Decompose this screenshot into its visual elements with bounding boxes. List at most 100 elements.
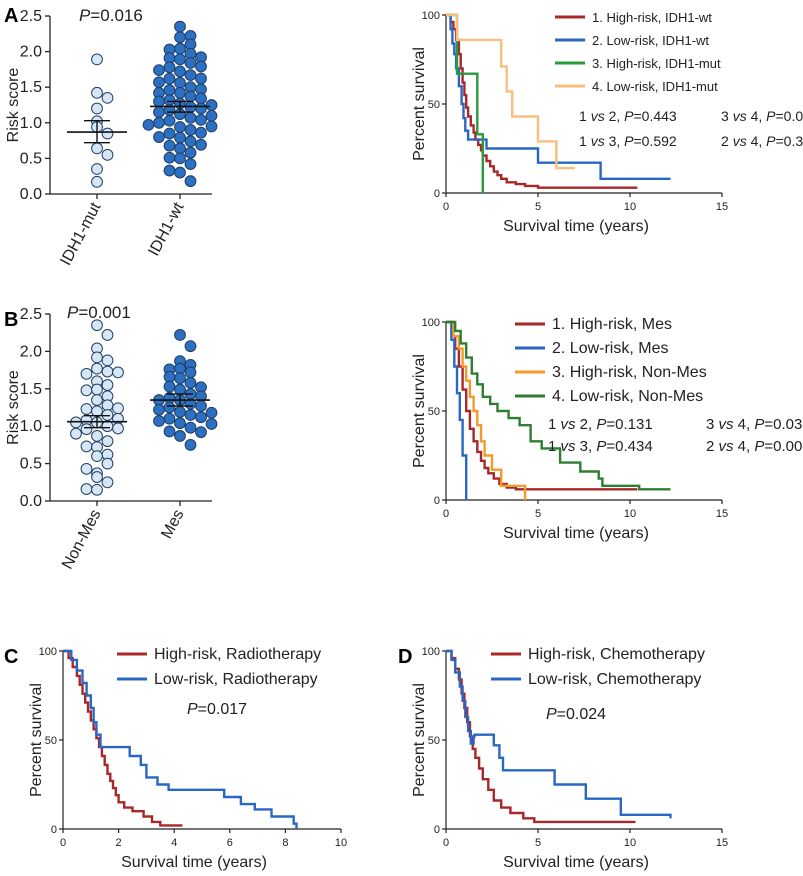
y-tick-label: 2.0 <box>20 44 42 61</box>
survival-curve-2 <box>446 320 468 500</box>
pairwise-p-value-part: vs <box>719 416 735 433</box>
data-point <box>153 106 165 119</box>
data-point <box>101 354 114 367</box>
y-axis-label: Percent survival <box>411 47 428 161</box>
data-point <box>174 362 186 375</box>
pairwise-p-value-part: P <box>754 438 764 455</box>
data-point <box>184 376 197 389</box>
x-tick-label: 0 <box>443 837 449 849</box>
data-point <box>153 64 165 77</box>
pairwise-p-value: 2 vs 4, P=0.004 <box>706 438 803 455</box>
data-point <box>163 127 176 140</box>
legend-entry: 1. High-risk, Mes <box>552 316 672 333</box>
pairwise-p-value-part: 3, <box>576 438 597 455</box>
data-point <box>153 403 165 416</box>
x-axis-label: Survival time (years) <box>503 854 649 871</box>
data-point <box>101 329 114 341</box>
data-point <box>184 57 197 69</box>
data-point <box>101 148 114 161</box>
data-point <box>163 114 176 127</box>
data-point <box>174 430 186 442</box>
pairwise-p-value: 1 vs 3, P=0.592 <box>579 133 677 149</box>
data-point <box>163 94 176 106</box>
pairwise-p-value-part: =0.012 <box>776 108 803 124</box>
pairwise-p-value-part: P <box>624 108 634 124</box>
data-point <box>91 175 103 188</box>
data-point <box>153 415 165 427</box>
data-point <box>80 367 93 380</box>
data-point <box>195 102 207 115</box>
data-point <box>91 163 103 175</box>
pairwise-p-value-part: vs <box>591 108 605 124</box>
p-value: =0.001 <box>78 303 130 322</box>
data-point <box>184 146 197 159</box>
data-point <box>142 118 155 131</box>
pairwise-p-value-part: 1 <box>579 108 591 124</box>
y-tick-label: 100 <box>422 646 440 658</box>
data-point <box>91 351 103 364</box>
panel-label-b: B <box>4 309 18 331</box>
data-point <box>205 99 218 111</box>
pairwise-p-value-part: 2 <box>721 133 733 149</box>
data-point <box>174 406 186 418</box>
data-point <box>91 471 103 483</box>
data-point <box>101 435 114 448</box>
data-point <box>174 76 186 89</box>
survival-curve-1 <box>446 320 638 491</box>
data-point <box>163 139 176 152</box>
y-tick-label: 1.5 <box>20 381 42 398</box>
p-value-label: P=0.017 <box>187 701 247 718</box>
y-axis-label: Percent survival <box>411 683 428 797</box>
x-axis-label: Survival time (years) <box>503 218 649 235</box>
data-point <box>184 366 197 379</box>
pairwise-p-value-part: 2, <box>576 416 597 433</box>
survival-curve-2 <box>446 649 672 819</box>
legend-entry: Low-risk, Chemotherapy <box>528 671 701 688</box>
panel-letters: A B C D <box>4 5 412 668</box>
panel-c-survival-curve: 0 50 100 0 2 4 6 8 10 Survival time (years) Percen… <box>28 646 347 871</box>
data-point <box>174 42 186 55</box>
x-tick-label: 5 <box>535 201 541 213</box>
pairwise-p-value-part: P <box>766 108 776 124</box>
legend-entry: 1. High-risk, IDH1-wt <box>592 10 712 25</box>
x-tick-label: 0 <box>60 837 66 849</box>
data-point <box>91 394 103 406</box>
data-point <box>70 427 82 440</box>
y-tick-label: 0 <box>434 824 440 836</box>
data-point <box>153 76 165 89</box>
data-point <box>112 422 124 435</box>
data-point <box>80 423 93 436</box>
survival-curve-1 <box>63 649 183 827</box>
data-point <box>91 430 103 442</box>
x-axis-label: Survival time (years) <box>503 525 649 542</box>
pairwise-p-value-part: =0.031 <box>764 416 803 433</box>
x-tick-label: 15 <box>716 201 728 213</box>
data-point <box>101 409 114 421</box>
pairwise-p-value-part: 2 <box>706 438 719 455</box>
y-tick-label: 100 <box>39 646 57 658</box>
data-point <box>91 383 103 396</box>
y-axis-label: Risk score <box>5 68 22 143</box>
y-tick-label: 100 <box>422 10 440 22</box>
data-point <box>174 121 186 133</box>
data-point <box>91 450 103 463</box>
data-point <box>112 366 124 379</box>
pairwise-p-value-part: vs <box>561 438 577 455</box>
pairwise-p-value-part: 4, <box>747 133 766 149</box>
legend-entry: 3. High-risk, IDH1-mut <box>592 56 721 71</box>
legend-entry: High-risk, Radiotherapy <box>154 646 321 663</box>
data-point <box>174 383 186 396</box>
category-label: IDH1-wt <box>145 199 187 258</box>
pairwise-p-value-part: =0.592 <box>634 133 677 149</box>
pairwise-p-value: 1 vs 3, P=0.434 <box>548 438 653 455</box>
data-point <box>195 92 207 105</box>
data-point <box>195 426 207 439</box>
data-point <box>153 131 165 143</box>
data-point <box>184 439 197 451</box>
data-point <box>163 425 176 438</box>
data-point <box>101 127 114 140</box>
data-point <box>101 457 114 470</box>
data-point <box>205 418 218 430</box>
data-point <box>184 175 197 188</box>
pairwise-p-value-part: vs <box>733 133 747 149</box>
